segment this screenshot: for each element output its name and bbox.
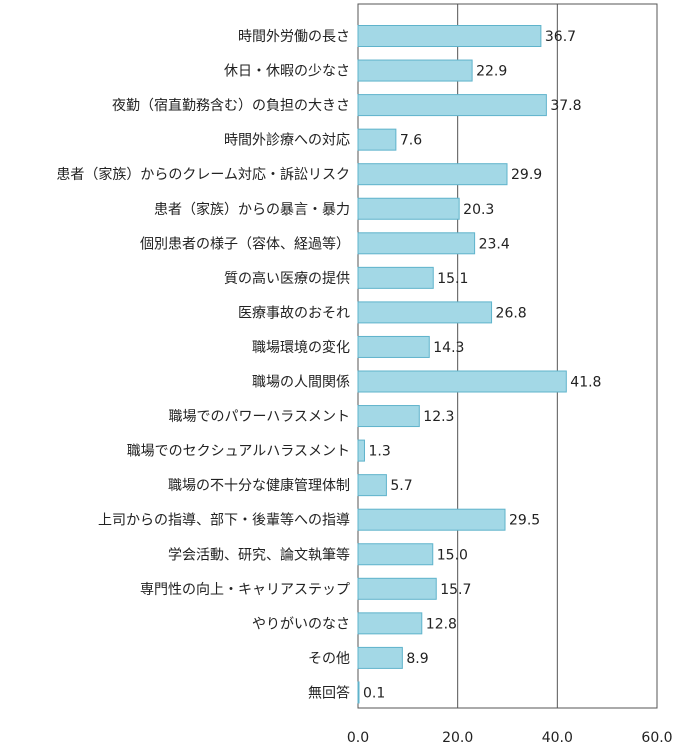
category-label: 職場でのセクシュアルハラスメント bbox=[127, 444, 350, 460]
bar bbox=[357, 59, 473, 82]
category-label: 質の高い医療の提供 bbox=[224, 270, 350, 287]
category-label: その他 bbox=[308, 651, 350, 667]
bar bbox=[357, 474, 387, 497]
category-label: 職場の人間関係 bbox=[252, 375, 350, 391]
category-label: 患者（家族）からの暴言・暴力 bbox=[154, 201, 350, 218]
category-label: 職場環境の変化 bbox=[252, 339, 350, 356]
bar bbox=[357, 646, 403, 669]
x-tick-label: 20.0 bbox=[442, 730, 473, 746]
category-label: 時間外診療への対応 bbox=[224, 132, 350, 149]
value-label: 5.7 bbox=[390, 478, 412, 494]
value-label: 12.3 bbox=[423, 409, 454, 425]
category-label: 職場でのパワーハラスメント bbox=[169, 409, 350, 425]
bar bbox=[357, 25, 542, 47]
category-label: 学会活動、研究、論文執筆等 bbox=[168, 546, 350, 563]
bar bbox=[357, 612, 423, 635]
value-label: 22.9 bbox=[476, 64, 507, 80]
value-label: 15.1 bbox=[437, 271, 468, 287]
bar bbox=[357, 266, 434, 289]
category-label: 患者（家族）からのクレーム対応・訴訟リスク bbox=[56, 166, 350, 183]
category-label: 医療事故のおそれ bbox=[238, 304, 350, 321]
value-label: 29.5 bbox=[509, 513, 540, 529]
x-tick-label: 40.0 bbox=[542, 730, 573, 746]
bar bbox=[357, 577, 437, 600]
x-tick-label: 60.0 bbox=[641, 730, 672, 746]
value-label: 7.6 bbox=[400, 133, 422, 149]
bar bbox=[357, 232, 476, 255]
bar bbox=[357, 94, 547, 117]
bars bbox=[357, 25, 567, 704]
value-labels: 36.7 22.9 37.8 7.6 29.9 20.3 23.4 15.1 26.8 14.3 4… bbox=[363, 29, 601, 701]
value-label: 15.0 bbox=[437, 547, 468, 563]
value-label: 41.8 bbox=[570, 375, 601, 391]
value-label: 8.9 bbox=[406, 651, 428, 667]
bar bbox=[357, 370, 567, 393]
category-label: 上司からの指導、部下・後輩等への指導 bbox=[98, 512, 350, 529]
value-label: 36.7 bbox=[545, 29, 576, 45]
value-label: 14.3 bbox=[433, 340, 464, 356]
value-label: 37.8 bbox=[550, 98, 581, 114]
bar bbox=[357, 405, 420, 428]
value-label: 20.3 bbox=[463, 202, 494, 218]
category-label: やりがいのなさ bbox=[252, 616, 350, 632]
category-labels: 時間外労働の長さ休日・休暇の少なさ夜勤（宿直勤務含む）の負担の大きさ時間外診療へ… bbox=[56, 29, 350, 701]
category-label: 休日・休暇の少なさ bbox=[224, 64, 350, 80]
category-label: 専門性の向上・キャリアステップ bbox=[140, 582, 350, 598]
category-label: 職場の不十分な健康管理体制 bbox=[168, 477, 350, 494]
value-label: 15.7 bbox=[440, 582, 471, 598]
category-label: 個別患者の様子（容体、経過等） bbox=[140, 235, 350, 252]
bar bbox=[357, 543, 434, 566]
bar bbox=[357, 439, 365, 462]
bar bbox=[357, 197, 460, 220]
bar bbox=[357, 335, 430, 358]
bar bbox=[357, 163, 508, 186]
category-label: 無回答 bbox=[308, 684, 350, 701]
value-label: 1.3 bbox=[368, 444, 390, 460]
bar bbox=[357, 128, 397, 151]
bar bbox=[357, 681, 360, 704]
category-label: 夜勤（宿直勤務含む）の負担の大きさ bbox=[112, 97, 350, 114]
bar bbox=[357, 301, 493, 324]
x-tick-label: 0.0 bbox=[347, 730, 369, 746]
x-axis-tick-labels: 0.0 20.0 40.0 60.0 bbox=[347, 730, 673, 746]
value-label: 29.9 bbox=[511, 167, 542, 183]
value-label: 0.1 bbox=[363, 685, 385, 701]
value-label: 26.8 bbox=[496, 305, 527, 321]
value-label: 23.4 bbox=[479, 236, 510, 252]
category-label: 時間外労働の長さ bbox=[238, 29, 350, 45]
bar bbox=[357, 508, 506, 531]
value-label: 12.8 bbox=[426, 616, 457, 632]
